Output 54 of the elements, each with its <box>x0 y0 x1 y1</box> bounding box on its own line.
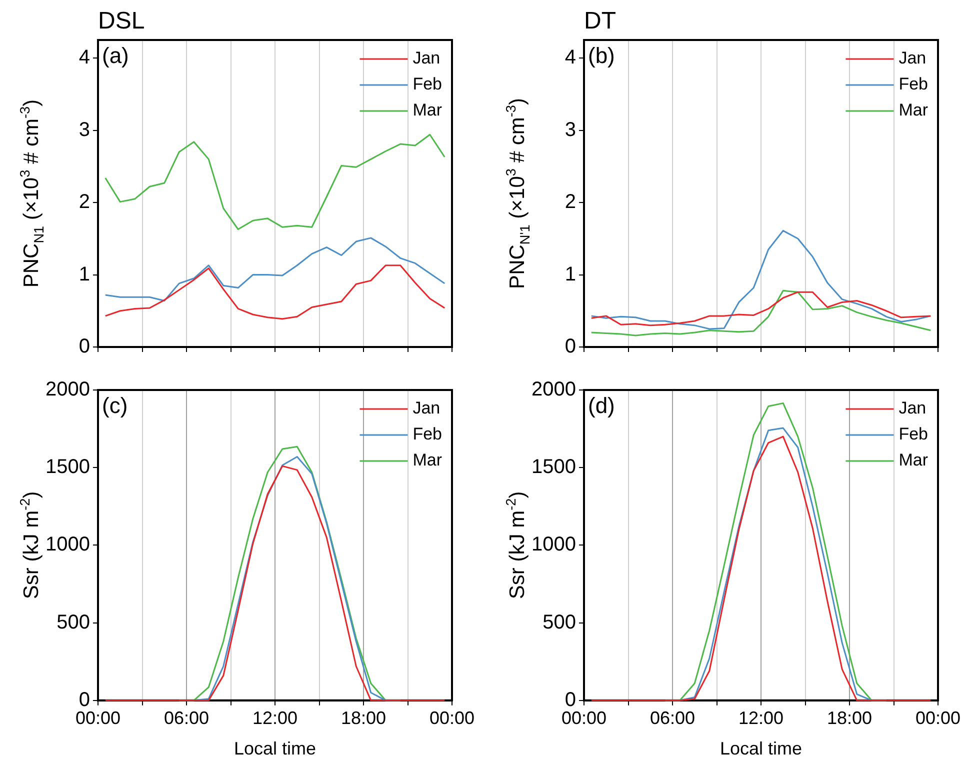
x-tick-label: 00:00 <box>429 708 475 728</box>
legend-label: Mar <box>898 450 928 470</box>
x-axis-title: Local time <box>720 738 802 758</box>
legend-label: Mar <box>898 100 928 120</box>
y-axis-title: Ssr (kJ m-2) <box>504 491 529 600</box>
y-tick-label: 2000 <box>532 378 576 401</box>
annotation: (d) <box>588 393 615 418</box>
y-tick-label: 1 <box>564 263 576 286</box>
y-tick-label: 1500 <box>46 456 90 478</box>
y-axis-title: PNCN1 (×103 # cm-3) <box>18 99 46 288</box>
legend-label: Jan <box>898 48 926 68</box>
x-axis-title: Local time <box>234 738 316 758</box>
y-tick-label: 500 <box>542 611 576 634</box>
legend-label: Mar <box>412 450 442 470</box>
y-tick-label: 2 <box>564 191 576 214</box>
legend-label: Mar <box>412 100 442 120</box>
x-tick-label: 00:00 <box>75 708 121 728</box>
legend-label: Jan <box>412 398 440 418</box>
legend-label: Feb <box>412 74 442 94</box>
y-axis-title: PNCN'1 (×103 # cm-3) <box>504 98 532 289</box>
y-tick-label: 1 <box>78 263 90 286</box>
y-tick-label: 0 <box>78 688 90 711</box>
y-tick-label: 4 <box>78 46 90 69</box>
y-tick-label: 1500 <box>532 456 576 478</box>
y-tick-label: 3 <box>78 118 90 141</box>
legend-label: Feb <box>412 424 442 444</box>
x-tick-label: 00:00 <box>915 708 961 728</box>
legend-label: Jan <box>412 48 440 68</box>
annotation: (c) <box>102 393 128 418</box>
y-tick-label: 4 <box>564 46 576 69</box>
y-tick-label: 1000 <box>46 534 90 556</box>
annotation: (b) <box>588 43 615 68</box>
x-tick-label: 18:00 <box>340 708 386 728</box>
y-tick-label: 2000 <box>46 378 90 401</box>
x-tick-label: 00:00 <box>561 708 607 728</box>
y-tick-label: 500 <box>56 611 90 634</box>
x-tick-label: 18:00 <box>826 708 872 728</box>
x-tick-label: 12:00 <box>252 708 298 728</box>
y-tick-label: 3 <box>564 118 576 141</box>
y-tick-label: 0 <box>564 336 576 358</box>
y-tick-label: 0 <box>78 336 90 358</box>
legend-label: Feb <box>898 424 928 444</box>
y-tick-label: 1000 <box>532 534 576 556</box>
legend-label: Feb <box>898 74 928 94</box>
chart-title: DSL <box>98 8 145 35</box>
y-axis-title: Ssr (kJ m-2) <box>18 491 43 600</box>
x-tick-label: 06:00 <box>650 708 696 728</box>
y-tick-label: 2 <box>78 191 90 214</box>
legend-label: Jan <box>898 398 926 418</box>
x-tick-label: 06:00 <box>164 708 210 728</box>
x-tick-label: 12:00 <box>738 708 784 728</box>
y-tick-label: 0 <box>564 688 576 711</box>
chart-title: DT <box>584 8 616 35</box>
annotation: (a) <box>102 43 129 68</box>
